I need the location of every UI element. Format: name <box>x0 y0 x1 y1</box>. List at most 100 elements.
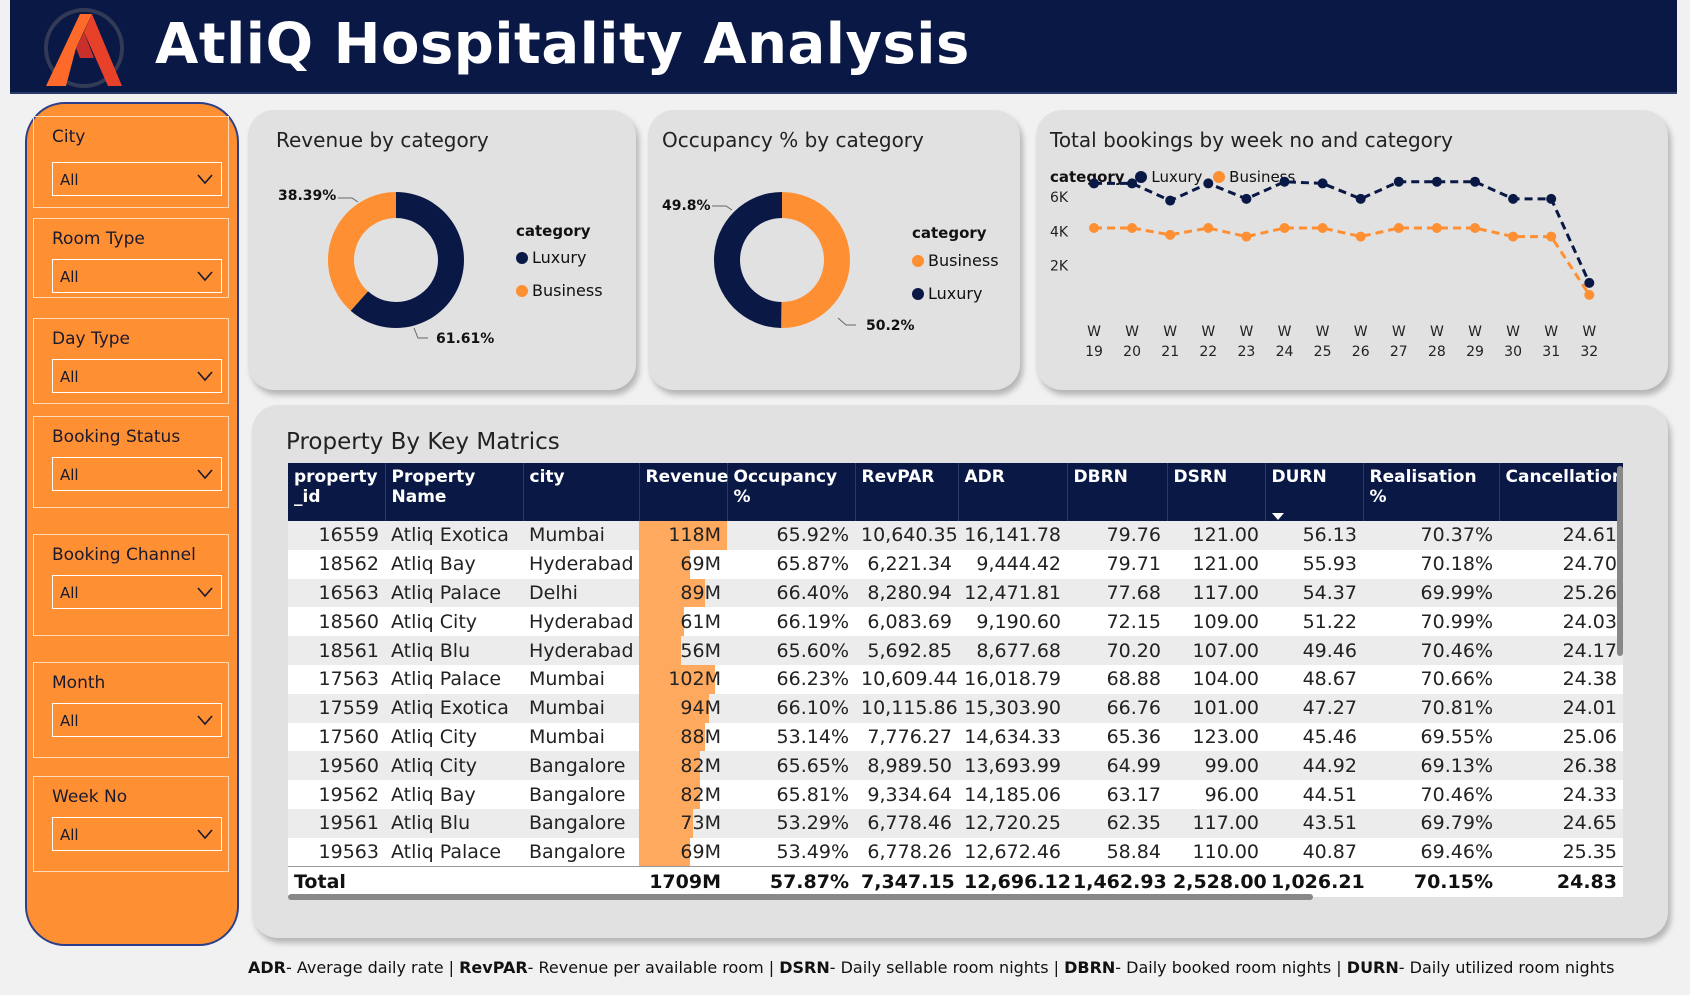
data-point-luxury[interactable] <box>1241 193 1252 204</box>
room-type-dropdown[interactable]: All <box>52 259 222 293</box>
table-row[interactable]: 19563 Atliq Palace Bangalore 69M 53.49% 6,778… <box>288 837 1623 867</box>
x-tick-label: W <box>1544 324 1558 340</box>
table-total-row: Total 1709M 57.87% 7,347.15 12,696.12 1,… <box>288 866 1623 898</box>
data-point-luxury[interactable] <box>1203 178 1214 189</box>
table-row[interactable]: 16559 Atliq Exotica Mumbai 118M 65.92% 10,640… <box>288 521 1623 550</box>
total-cancellation: 24.83 <box>1499 866 1623 898</box>
day-type-dropdown[interactable]: All <box>52 359 222 393</box>
luxury-slice[interactable] <box>350 192 464 328</box>
table-row[interactable]: 19560 Atliq City Bangalore 82M 65.65% 8,989.5… <box>288 751 1623 781</box>
data-point-luxury[interactable] <box>1584 277 1595 288</box>
series-line-business[interactable] <box>1094 226 1591 296</box>
column-header-sorted[interactable]: DURN <box>1265 463 1364 521</box>
table-row[interactable]: 17563 Atliq Palace Mumbai 102M 66.23% 10,609.… <box>288 664 1623 694</box>
table-row[interactable]: 19562 Atliq Bay Bangalore 82M 65.81% 9,334.64… <box>288 780 1623 809</box>
data-point-business[interactable] <box>1508 231 1519 242</box>
durn-cell: 54.37 <box>1265 578 1363 608</box>
business-slice[interactable] <box>328 192 396 311</box>
dbrn-cell: 72.15 <box>1067 607 1167 637</box>
data-point-luxury[interactable] <box>1355 193 1366 204</box>
data-point-luxury[interactable] <box>1317 178 1328 189</box>
data-point-business[interactable] <box>1470 223 1480 233</box>
business-slice[interactable] <box>781 192 850 328</box>
data-point-business[interactable] <box>1584 289 1595 300</box>
table-row[interactable]: 18562 Atliq Bay Hyderabad 69M 65.87% 6,221.34… <box>288 549 1623 579</box>
data-point-business[interactable] <box>1241 231 1252 242</box>
booking-status-dropdown[interactable]: All <box>52 457 222 491</box>
revenue-databar <box>639 693 710 723</box>
revenue-value: 88M <box>680 725 721 748</box>
data-point-business[interactable] <box>1089 223 1099 233</box>
legend-item-business[interactable]: Business <box>516 281 603 300</box>
legend-item-luxury[interactable]: Luxury <box>912 284 982 303</box>
month-dropdown[interactable]: All <box>52 703 222 737</box>
adr-cell: 15,303.90 <box>958 693 1067 723</box>
property-name-cell: Atliq Exotica <box>385 521 523 550</box>
dsrn-cell: 121.00 <box>1167 521 1265 550</box>
city-cell: Mumbai <box>523 693 639 723</box>
cancellation-cell: 24.33 <box>1499 780 1623 809</box>
data-point-luxury[interactable] <box>1508 193 1519 204</box>
table-row[interactable]: 16563 Atliq Palace Delhi 89M 66.40% 8,280.94 1… <box>288 578 1623 608</box>
data-point-luxury[interactable] <box>1089 178 1099 189</box>
data-point-business[interactable] <box>1546 231 1557 242</box>
city-dropdown[interactable]: All <box>52 162 222 196</box>
column-header[interactable]: Revenue <box>639 463 728 521</box>
column-header[interactable]: DBRN <box>1067 463 1168 521</box>
chevron-down-icon <box>197 829 213 840</box>
data-point-business[interactable] <box>1393 223 1404 233</box>
revenue-donut-chart[interactable] <box>326 190 466 330</box>
footnote-desc: - Average daily rate | <box>285 958 460 977</box>
column-header[interactable]: Cancellation <box>1499 463 1623 521</box>
occupancy-cell: 65.60% <box>727 636 855 665</box>
bookings-line-chart[interactable]: 6K 4K 2K W 19 W 20 W 21 W 22 W 23 W 24 W 25 W 26 W 27 W 28 W 29 W… <box>1036 110 1668 390</box>
table-row[interactable]: 18560 Atliq City Hyderabad 61M 66.19% 6,083.6… <box>288 607 1623 637</box>
dbrn-cell: 66.76 <box>1067 693 1167 723</box>
legend-dot <box>912 288 924 300</box>
column-header[interactable]: RevPAR <box>855 463 959 521</box>
horizontal-scrollbar[interactable] <box>288 894 1313 900</box>
data-point-luxury[interactable] <box>1431 176 1442 187</box>
table-row[interactable]: 19561 Atliq Blu Bangalore 73M 53.29% 6,778.46… <box>288 808 1623 838</box>
data-point-luxury[interactable] <box>1470 176 1480 187</box>
property-table: property _id Property Name city Revenue … <box>288 463 1623 898</box>
data-point-business[interactable] <box>1203 223 1214 233</box>
vertical-scrollbar[interactable] <box>1617 466 1623 656</box>
data-point-luxury[interactable] <box>1393 176 1404 187</box>
luxury-slice[interactable] <box>713 192 782 328</box>
table-row[interactable]: 17559 Atliq Exotica Mumbai 94M 66.10% 10,115.… <box>288 693 1623 723</box>
revpar-cell: 10,115.86 <box>855 693 958 723</box>
column-header[interactable]: Occupancy % <box>727 463 856 521</box>
adr-cell: 16,018.79 <box>958 664 1067 694</box>
data-point-luxury[interactable] <box>1165 195 1176 206</box>
data-point-business[interactable] <box>1279 223 1290 233</box>
table-row[interactable]: 17560 Atliq City Mumbai 88M 53.14% 7,776.27 14… <box>288 722 1623 752</box>
data-point-business[interactable] <box>1355 231 1366 242</box>
series-line-luxury[interactable] <box>1094 180 1591 284</box>
data-point-business[interactable] <box>1165 229 1176 240</box>
adr-cell: 12,672.46 <box>958 837 1067 867</box>
data-point-business[interactable] <box>1431 223 1442 233</box>
data-point-luxury[interactable] <box>1127 178 1138 189</box>
slicer-city: City All <box>33 116 229 208</box>
occupancy-cell: 53.49% <box>727 837 855 867</box>
data-point-luxury[interactable] <box>1546 193 1557 204</box>
legend-item-luxury[interactable]: Luxury <box>516 248 586 267</box>
legend-item-business[interactable]: Business <box>1207 168 1295 186</box>
legend-item-luxury[interactable]: Luxury <box>1129 168 1202 186</box>
column-header[interactable]: Property Name <box>385 463 524 521</box>
booking-channel-dropdown[interactable]: All <box>52 575 222 609</box>
column-header[interactable]: DSRN <box>1167 463 1266 521</box>
column-header[interactable]: ADR <box>958 463 1068 521</box>
table-row[interactable]: 18561 Atliq Blu Hyderabad 56M 65.60% 5,692.85… <box>288 636 1623 665</box>
occupancy-donut-chart[interactable] <box>712 190 852 330</box>
business-pct-label: 50.2% <box>866 318 915 334</box>
column-header[interactable]: city <box>523 463 640 521</box>
column-header[interactable]: property _id <box>288 463 386 521</box>
week-no-dropdown[interactable]: All <box>52 817 222 851</box>
data-point-business[interactable] <box>1127 223 1138 233</box>
data-point-luxury[interactable] <box>1279 176 1290 187</box>
column-header[interactable]: Realisation % <box>1363 463 1500 521</box>
data-point-business[interactable] <box>1317 223 1328 233</box>
legend-item-business[interactable]: Business <box>912 251 999 270</box>
